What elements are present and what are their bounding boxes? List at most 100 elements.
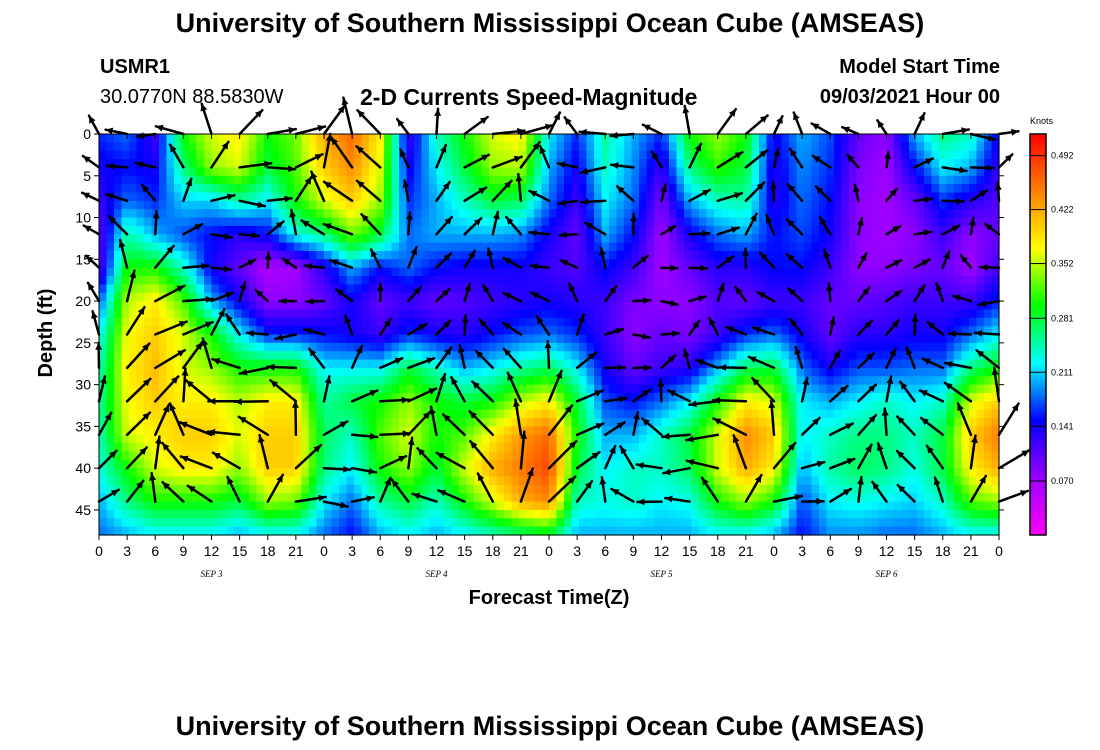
heat-cell xyxy=(661,476,670,486)
heat-cell xyxy=(129,468,138,478)
heat-cell xyxy=(369,326,378,336)
heat-cell xyxy=(421,259,430,269)
heat-cell xyxy=(204,476,213,486)
heat-cell xyxy=(759,184,768,194)
heat-cell xyxy=(189,209,198,219)
heat-cell xyxy=(361,401,370,411)
heat-cell xyxy=(391,184,400,194)
heat-cell xyxy=(309,451,318,461)
heat-cell xyxy=(256,150,265,160)
heat-cell xyxy=(571,200,580,210)
heat-cell xyxy=(676,359,685,369)
heat-cell xyxy=(744,184,753,194)
heat-cell xyxy=(414,259,423,269)
heat-cell xyxy=(339,192,348,202)
heat-cell xyxy=(466,509,475,519)
heat-cell xyxy=(309,401,318,411)
heat-cell xyxy=(99,326,108,336)
heat-cell xyxy=(639,200,648,210)
heat-cell xyxy=(556,326,565,336)
heat-cell xyxy=(774,242,783,252)
heat-cell xyxy=(586,342,595,352)
heat-cell xyxy=(751,267,760,277)
heat-cell xyxy=(121,142,130,152)
heat-cell xyxy=(204,276,213,285)
heat-cell xyxy=(436,167,445,177)
heat-cell xyxy=(631,493,640,503)
heat-cell xyxy=(271,459,280,469)
heat-cell xyxy=(751,342,760,352)
heat-cell xyxy=(406,134,415,143)
heat-cell xyxy=(346,459,355,469)
heat-cell xyxy=(129,501,138,511)
heat-cell xyxy=(511,334,520,344)
heat-cell xyxy=(99,526,108,536)
heat-cell xyxy=(579,250,588,260)
heat-cell xyxy=(571,225,580,235)
heat-cell xyxy=(766,434,775,444)
heat-cell xyxy=(346,209,355,219)
heat-cell xyxy=(669,493,678,503)
heat-cell xyxy=(376,234,385,244)
heat-cell xyxy=(871,384,880,394)
heat-cell xyxy=(331,159,340,169)
heat-cell xyxy=(271,317,280,327)
heat-cell xyxy=(819,484,828,494)
heat-cell xyxy=(241,317,250,327)
heat-cell xyxy=(99,217,108,227)
heat-cell xyxy=(354,509,363,519)
heat-cell xyxy=(459,309,468,319)
heat-cell xyxy=(624,301,633,311)
heat-cell xyxy=(856,200,865,210)
heat-cell xyxy=(481,401,490,411)
heat-cell xyxy=(294,175,303,185)
heat-cell xyxy=(376,518,385,528)
heat-cell xyxy=(196,225,205,235)
heat-cell xyxy=(654,317,663,327)
heat-cell xyxy=(556,493,565,503)
heat-cell xyxy=(181,493,190,503)
heat-cell xyxy=(279,250,288,260)
heat-cell xyxy=(211,484,220,494)
heat-cell xyxy=(181,134,190,143)
heat-cell xyxy=(451,259,460,269)
heat-cell xyxy=(211,234,220,244)
heat-cell xyxy=(504,159,513,169)
heat-cell xyxy=(436,459,445,469)
heat-cell xyxy=(264,334,273,344)
heat-cell xyxy=(474,242,483,252)
heat-cell xyxy=(819,192,828,202)
heat-cell xyxy=(294,384,303,394)
heat-cell xyxy=(369,159,378,169)
heat-cell xyxy=(564,200,573,210)
heat-cell xyxy=(361,384,370,394)
heat-cell xyxy=(256,225,265,235)
heat-cell xyxy=(616,459,625,469)
heat-cell xyxy=(661,384,670,394)
heat-cell xyxy=(489,484,498,494)
heat-cell xyxy=(219,384,228,394)
heat-cell xyxy=(759,518,768,528)
heat-cell xyxy=(136,326,145,336)
heat-cell xyxy=(864,459,873,469)
heat-cell xyxy=(256,493,265,503)
heat-cell xyxy=(564,175,573,185)
heat-cell xyxy=(676,426,685,436)
heat-cell xyxy=(361,134,370,143)
heat-cell xyxy=(849,468,858,478)
heat-cell xyxy=(376,225,385,235)
heat-cell xyxy=(579,418,588,427)
heat-cell xyxy=(826,217,835,227)
heat-cell xyxy=(399,409,408,419)
heat-cell xyxy=(316,225,325,235)
heat-cell xyxy=(391,526,400,536)
heat-cell xyxy=(609,167,618,177)
heat-cell xyxy=(414,351,423,361)
heat-cell xyxy=(489,267,498,277)
heat-cell xyxy=(436,250,445,260)
heat-cell xyxy=(631,401,640,411)
heat-cell xyxy=(294,159,303,169)
heat-cell xyxy=(339,217,348,227)
heat-cell xyxy=(864,276,873,285)
heat-cell xyxy=(781,309,790,319)
